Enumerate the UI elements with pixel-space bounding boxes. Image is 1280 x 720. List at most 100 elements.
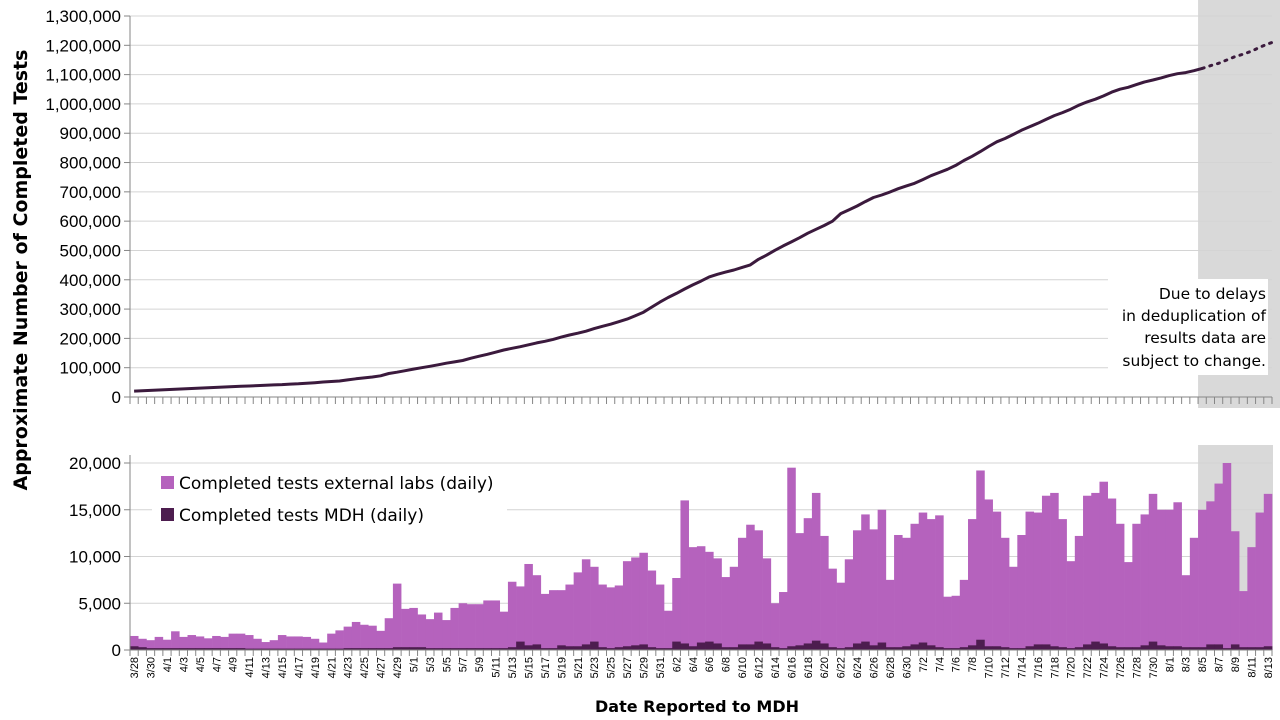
bar-mdh: [762, 643, 772, 650]
x-tick-label: 7/16: [1033, 657, 1045, 678]
bar-mdh: [212, 648, 221, 650]
bar-mdh: [327, 648, 336, 650]
bar-external-labs: [524, 563, 533, 650]
x-tick-label: 6/14: [770, 657, 782, 678]
bar-mdh: [458, 648, 468, 650]
bar-mdh: [713, 643, 722, 650]
bar-mdh: [162, 648, 172, 650]
bar-external-labs: [828, 568, 837, 650]
bar-external-labs: [146, 640, 155, 650]
bar-mdh: [1066, 648, 1076, 650]
bar-external-labs: [507, 581, 517, 650]
bar-mdh: [277, 648, 287, 650]
bar-mdh: [335, 648, 344, 650]
bar-external-labs: [1214, 483, 1224, 650]
bar-mdh: [894, 647, 903, 650]
bar-external-labs: [1198, 509, 1207, 650]
x-tick-label: 7/24: [1099, 657, 1111, 678]
bar-external-labs: [614, 585, 624, 650]
bar-external-labs: [269, 640, 279, 650]
bar-external-labs: [861, 514, 870, 650]
bar-mdh: [1050, 646, 1059, 650]
bar-mdh: [696, 642, 706, 650]
mdh-bars: [130, 639, 1273, 650]
top-y-tick-label: 1,000,000: [45, 95, 121, 114]
bar-external-labs: [351, 621, 361, 650]
bar-external-labs: [869, 529, 878, 650]
bar-external-labs: [236, 633, 246, 650]
bar-mdh: [1230, 644, 1240, 650]
bar-external-labs: [1066, 561, 1076, 650]
x-tick-label: 4/3: [178, 657, 190, 672]
x-tick-label: 4/19: [310, 657, 322, 678]
x-tick-label: 7/4: [934, 657, 946, 672]
bar-mdh: [565, 646, 574, 650]
bar-mdh: [179, 648, 188, 650]
bar-external-labs: [277, 635, 287, 650]
bar-external-labs: [959, 579, 969, 650]
bar-mdh: [516, 641, 525, 650]
bar-mdh: [236, 648, 246, 650]
bottom-y-tick-label: 0: [112, 641, 121, 660]
bar-external-labs: [549, 590, 558, 650]
bar-external-labs: [1033, 512, 1043, 650]
bar-external-labs: [327, 633, 336, 650]
bar-external-labs: [1173, 502, 1182, 650]
bar-mdh: [368, 648, 377, 650]
bar-external-labs: [951, 595, 961, 650]
x-tick-label: 4/17: [293, 657, 305, 678]
bar-external-labs: [318, 642, 328, 650]
bar-external-labs: [1009, 566, 1018, 650]
bar-mdh: [1206, 644, 1215, 650]
bar-external-labs: [409, 607, 418, 650]
bar-mdh: [228, 648, 238, 650]
bar-mdh: [1198, 647, 1207, 650]
bar-external-labs: [639, 552, 648, 650]
bar-mdh: [1247, 647, 1256, 650]
x-tick-label: 4/1: [162, 657, 174, 672]
bar-external-labs: [803, 518, 813, 650]
bar-mdh: [877, 642, 887, 650]
bar-mdh: [1083, 644, 1092, 650]
x-tick-label: 7/14: [1016, 657, 1028, 678]
x-tick-label: 5/7: [458, 657, 470, 672]
bar-mdh: [655, 648, 665, 650]
x-tick-label: 7/2: [918, 657, 930, 672]
bar-mdh: [680, 643, 689, 650]
x-tick-label: 7/22: [1082, 657, 1094, 678]
bar-external-labs: [746, 524, 755, 650]
bar-external-labs: [1239, 591, 1248, 650]
bar-external-labs: [1017, 534, 1026, 650]
bar-external-labs: [540, 593, 550, 650]
x-tick-label: 4/21: [326, 657, 338, 678]
bar-external-labs: [894, 534, 903, 650]
bar-external-labs: [976, 470, 985, 650]
bar-external-labs: [1000, 537, 1010, 650]
bar-mdh: [754, 641, 763, 650]
bar-mdh: [918, 642, 928, 650]
bar-external-labs: [1206, 501, 1215, 650]
bar-mdh: [1009, 648, 1018, 650]
bar-external-labs: [220, 636, 229, 650]
bar-external-labs: [1148, 493, 1158, 650]
bar-mdh: [154, 648, 164, 650]
x-tick-label: 3/28: [129, 657, 141, 678]
bar-external-labs: [935, 515, 944, 650]
bar-external-labs: [253, 638, 262, 650]
top-y-tick-label: 1,300,000: [45, 7, 121, 26]
x-tick-label: 4/5: [195, 657, 207, 672]
x-tick-label: 8/13: [1263, 657, 1275, 678]
top-y-tick-label: 500,000: [60, 241, 121, 260]
x-tick-label: 4/9: [228, 657, 240, 672]
bar-mdh: [318, 648, 328, 650]
bar-mdh: [795, 645, 804, 650]
x-tick-label: 5/21: [573, 657, 585, 678]
bar-external-labs: [1124, 562, 1133, 650]
bar-external-labs: [203, 638, 213, 650]
top-y-tick-label: 800,000: [60, 154, 121, 173]
bar-mdh: [475, 648, 484, 650]
legend: Completed tests external labs (daily) Co…: [152, 464, 507, 536]
bar-mdh: [1263, 646, 1273, 650]
bar-mdh: [269, 648, 279, 650]
bar-external-labs: [664, 610, 673, 650]
